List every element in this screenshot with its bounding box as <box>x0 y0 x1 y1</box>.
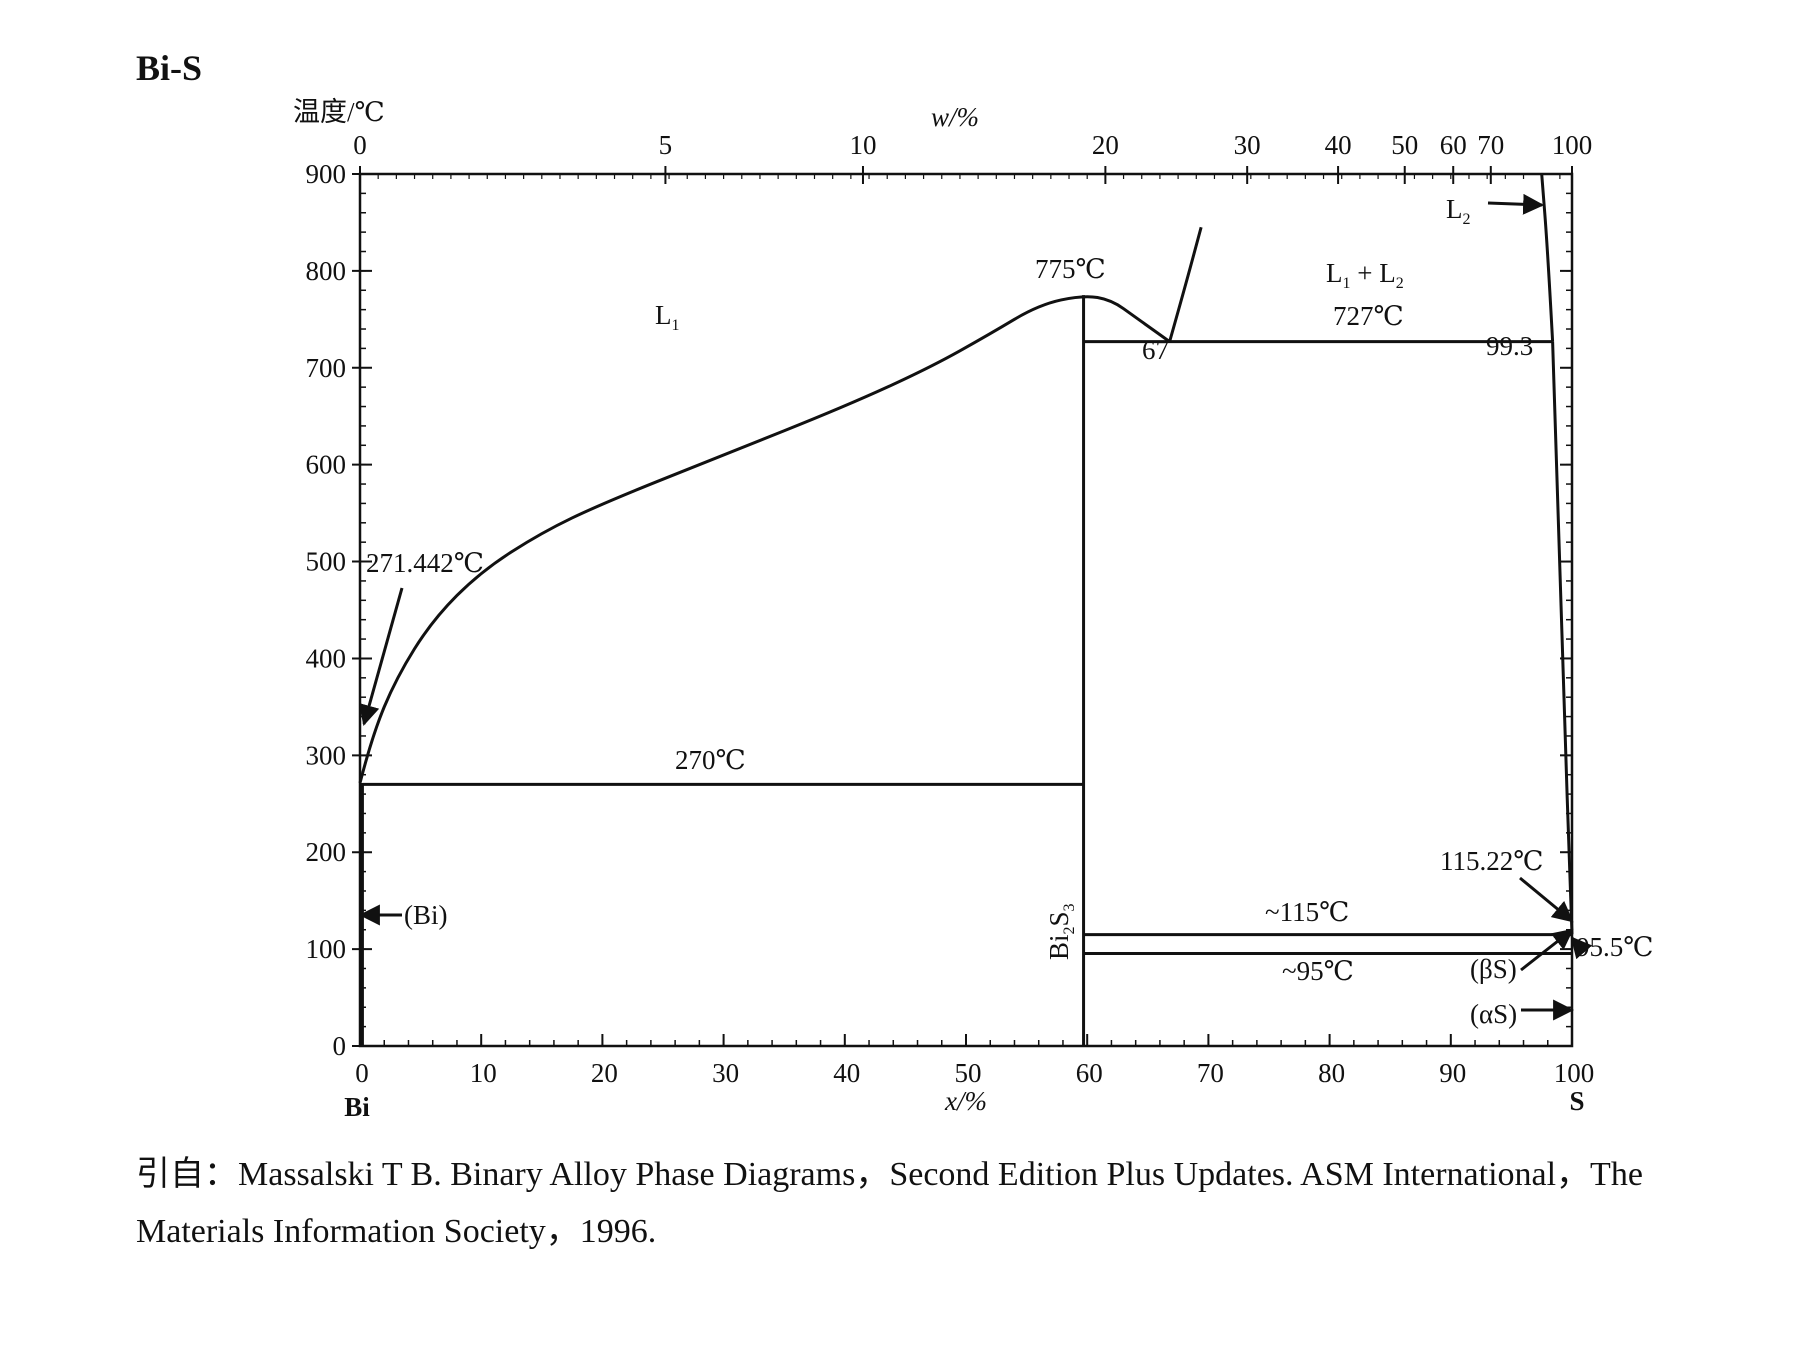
chart-title: Bi-S <box>136 48 202 88</box>
x-tick-label: 70 <box>1197 1058 1224 1088</box>
boundary-liquidus <box>358 295 1171 784</box>
citation-line-2: Materials Information Society，1996. <box>136 1213 657 1250</box>
x-tick-label: 0 <box>355 1058 369 1088</box>
w-tick-label: 0 <box>353 130 367 160</box>
label-271: 271.442℃ <box>366 548 484 578</box>
boundary-s-liquidus <box>1551 341 1574 935</box>
x-tick-label: 40 <box>833 1058 860 1088</box>
w-tick-label: 5 <box>659 130 673 160</box>
label-67: 67 <box>1142 335 1169 365</box>
boundary-miscibility-right <box>1540 173 1555 342</box>
y-tick-label: 700 <box>306 353 347 383</box>
label-99-3: 99.3 <box>1486 331 1533 361</box>
phase-label-l2: L2 <box>1446 194 1471 228</box>
w-tick-label: 100 <box>1552 130 1593 160</box>
label-95-5: 95.5℃ <box>1576 932 1653 962</box>
label-270: 270℃ <box>675 745 746 775</box>
x-axis-label: x/% <box>944 1086 987 1116</box>
phase-boundaries <box>358 173 1574 1046</box>
label-alpha-s: (αS) <box>1470 999 1517 1029</box>
annotations: L1 L2 L1 + L2 775℃ 67 727℃ 99.3 271.442℃… <box>358 193 1653 1029</box>
x-tick-label: 10 <box>470 1058 497 1088</box>
left-element-label: Bi <box>344 1092 370 1122</box>
y-tick-label: 400 <box>306 643 347 673</box>
x-tick-label: 20 <box>591 1058 618 1088</box>
w-tick-label: 10 <box>849 130 876 160</box>
y-tick-label: 300 <box>306 740 347 770</box>
top-axis-label: w/% <box>931 102 979 132</box>
y-tick-label: 200 <box>306 837 347 867</box>
compound-label-bi2s3: Bi2S3 <box>1044 903 1078 960</box>
y-axis-label: 温度/℃ <box>293 97 385 127</box>
arrow-l2 <box>1487 193 1545 215</box>
label-bi-phase: (Bi) <box>404 900 448 930</box>
x-tick-label: 100 <box>1554 1058 1595 1088</box>
x-tick-label: 30 <box>712 1058 739 1088</box>
label-115: ~115℃ <box>1265 897 1349 927</box>
y-tick-label: 900 <box>306 159 347 189</box>
y-tick-label: 600 <box>306 450 347 480</box>
y-tick-label: 800 <box>306 256 347 286</box>
x-tick-label: 50 <box>955 1058 982 1088</box>
y-tick-label: 500 <box>306 547 347 577</box>
phase-label-l1-l2: L1 + L2 <box>1326 258 1404 292</box>
x-tick-label: 60 <box>1076 1058 1103 1088</box>
x-tick-label: 80 <box>1318 1058 1345 1088</box>
phase-label-l1: L1 <box>655 300 680 334</box>
label-beta-s: (βS) <box>1470 954 1517 984</box>
label-727: 727℃ <box>1333 301 1404 331</box>
w-tick-label: 40 <box>1325 130 1352 160</box>
y-tick-label: 0 <box>333 1031 347 1061</box>
arrow-beta-s <box>1520 928 1574 972</box>
x-tick-label: 90 <box>1439 1058 1466 1088</box>
citation-line-1: 引自：Massalski T B. Binary Alloy Phase Dia… <box>136 1156 1643 1193</box>
w-tick-label: 30 <box>1234 130 1261 160</box>
label-115-22: 115.22℃ <box>1440 846 1543 876</box>
right-element-label: S <box>1569 1086 1584 1116</box>
w-tick-label: 20 <box>1092 130 1119 160</box>
y-tick-label: 100 <box>306 934 347 964</box>
arrow-115-22 <box>1519 876 1574 923</box>
w-tick-label: 60 <box>1440 130 1467 160</box>
boundary-miscibility-left <box>1168 226 1203 343</box>
w-tick-label: 70 <box>1477 130 1504 160</box>
w-tick-label: 50 <box>1391 130 1418 160</box>
label-95: ~95℃ <box>1282 956 1354 986</box>
arrow-271 <box>358 587 404 727</box>
label-775: 775℃ <box>1035 254 1106 284</box>
